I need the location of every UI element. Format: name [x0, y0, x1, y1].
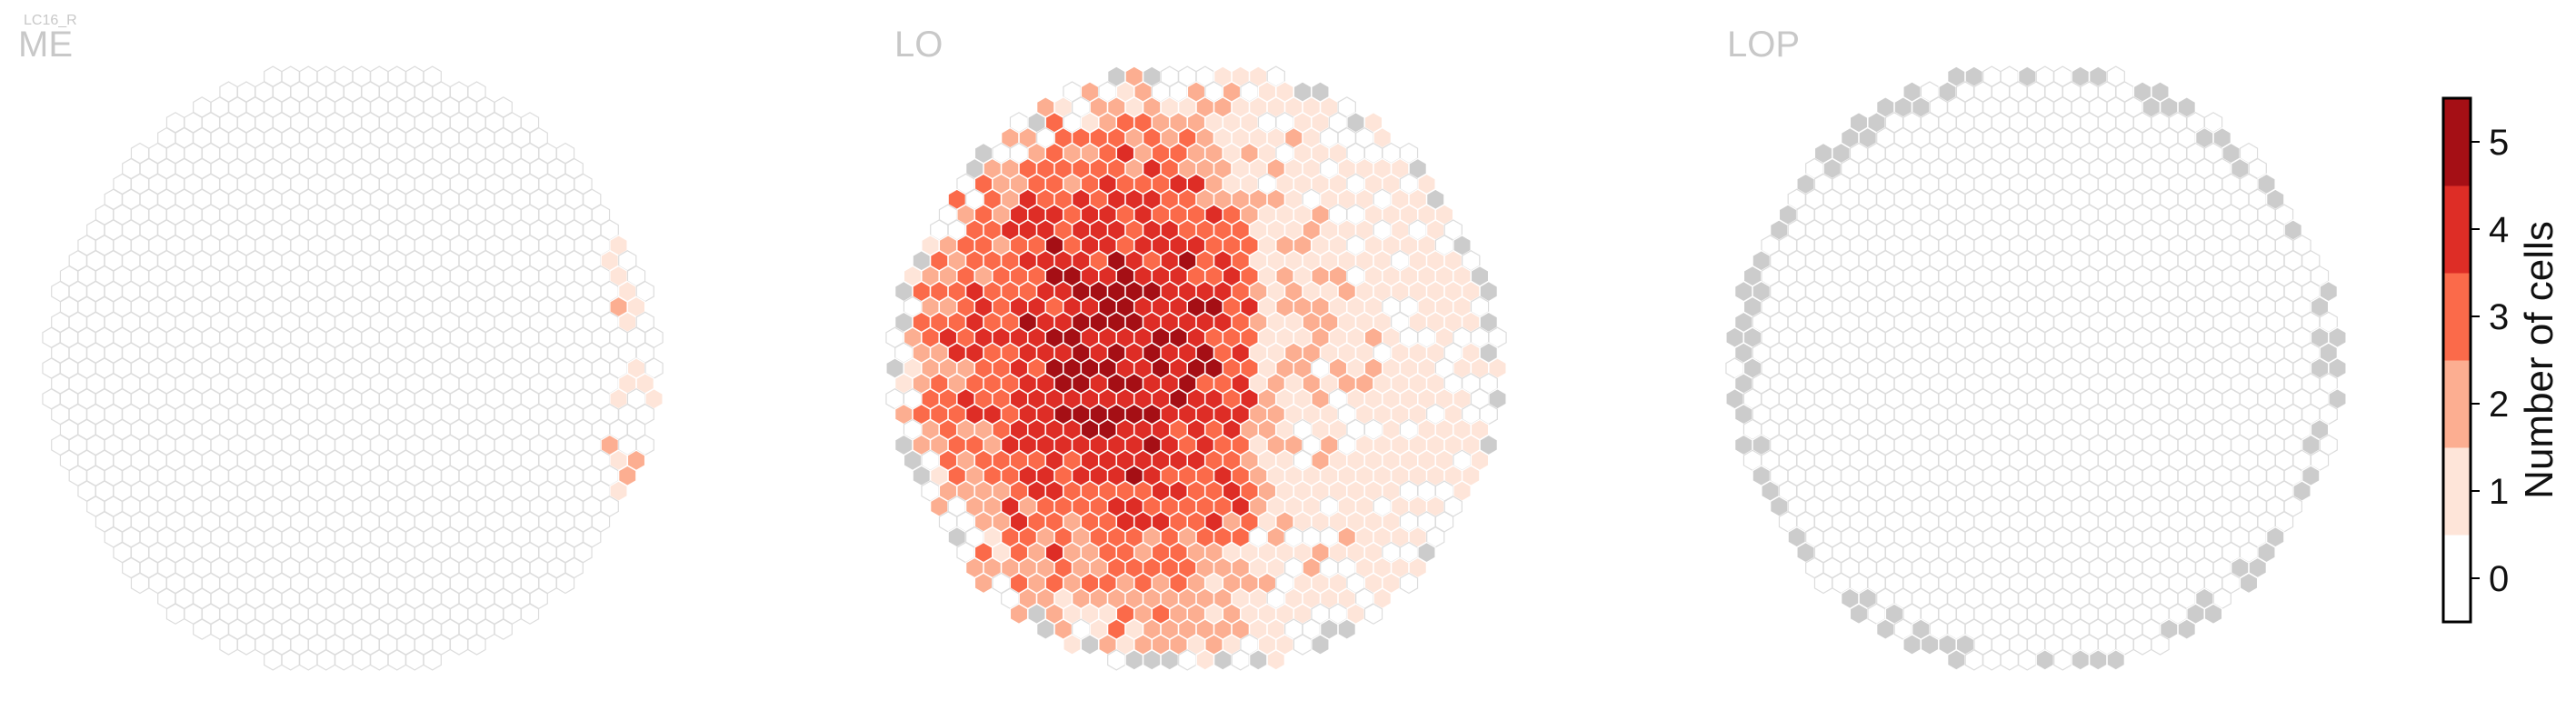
colorbar-title: Number of cells	[2517, 221, 2561, 499]
colorbar-tick-label: 0	[2489, 559, 2509, 599]
hex-cell	[520, 603, 540, 625]
hex-cell-boundary	[1143, 649, 1162, 671]
hex-cell	[467, 634, 486, 656]
colorbar-band	[2443, 360, 2471, 448]
hex-cell	[423, 649, 442, 671]
colorbar-tick-label: 2	[2489, 385, 2509, 425]
hex-cell	[1063, 634, 1082, 656]
colorbar-band	[2443, 535, 2471, 623]
colorbar-band	[2443, 273, 2471, 361]
hex-cell	[1964, 649, 1983, 671]
hex-cell	[2151, 634, 2170, 656]
hex-cell-boundary	[2071, 649, 2090, 671]
hex-cell	[1293, 634, 1313, 656]
hex-cell-boundary	[1876, 618, 1895, 640]
hex-heatmap-me	[42, 65, 664, 671]
colorbar-band	[2443, 185, 2471, 274]
hex-cell	[555, 572, 575, 595]
colorbar-tick-label: 1	[2489, 472, 2509, 512]
hex-cell	[1178, 649, 1197, 671]
hex-cell-boundary	[1337, 618, 1356, 640]
hex-cell	[281, 649, 300, 671]
hex-cell	[1813, 572, 1833, 595]
hex-cell-boundary	[1160, 649, 1179, 671]
hex-cell	[2132, 634, 2152, 656]
hex-cell-boundary	[1849, 603, 1869, 625]
colorbar-frame	[2441, 96, 2472, 624]
hex-cell	[1982, 649, 2002, 671]
hex-cell	[316, 649, 335, 671]
hex-cell	[387, 649, 406, 671]
hex-cell-boundary	[1311, 634, 1330, 656]
hex-cell	[352, 649, 371, 671]
hex-cell	[1266, 649, 1285, 671]
hex-cell	[449, 634, 469, 656]
hex-heatmap-lop	[1725, 65, 2347, 671]
hex-cell	[1363, 603, 1383, 625]
hex-cell-boundary	[1080, 634, 1100, 656]
hex-cell-boundary	[1249, 649, 1268, 671]
hex-cell-boundary	[2089, 649, 2108, 671]
hex-cell	[973, 572, 993, 595]
hex-cell	[1107, 649, 1126, 671]
hex-cell	[2053, 649, 2072, 671]
hex-cell	[219, 634, 238, 656]
hex-cell-boundary	[1920, 634, 1940, 656]
panel-title-lop: LOP	[1727, 25, 1800, 65]
hex-cell-boundary	[2203, 603, 2223, 625]
hex-cell	[236, 634, 256, 656]
colorbar-tick-label: 3	[2489, 297, 2509, 337]
cell-type-label: LC16_R	[24, 13, 77, 28]
hex-cell-boundary	[2035, 649, 2054, 671]
hex-cell	[1195, 649, 1214, 671]
hex-cell	[405, 649, 424, 671]
hex-cell	[165, 603, 185, 625]
hex-heatmap-lo	[885, 65, 1507, 671]
colorbar-tick-label: 4	[2489, 210, 2509, 250]
hex-cell	[1399, 572, 1419, 595]
hex-cell	[1231, 649, 1250, 671]
hex-cell-boundary	[1902, 634, 1922, 656]
hex-cell	[1009, 603, 1029, 625]
colorbar-bands	[2443, 98, 2471, 623]
hex-cell-boundary	[1947, 649, 1966, 671]
colorbar-band	[2443, 98, 2471, 186]
colorbar-tick-label: 5	[2489, 123, 2509, 163]
panel-title-me: ME	[18, 25, 73, 65]
hex-cell	[370, 649, 389, 671]
hex-cell-boundary	[2177, 618, 2196, 640]
hex-cell-boundary	[1124, 649, 1143, 671]
hex-cell	[130, 572, 150, 595]
hex-cell	[2000, 649, 2019, 671]
hex-cell	[2018, 649, 2037, 671]
colorbar-ticks: 0 1 2 3 4 5	[2471, 123, 2509, 599]
hex-cell-boundary	[2239, 572, 2259, 595]
colorbar-band	[2443, 447, 2471, 536]
hex-cell	[334, 649, 354, 671]
hex-cell	[264, 649, 283, 671]
hex-cell-boundary	[1213, 649, 1233, 671]
hex-cell	[494, 618, 513, 640]
hex-cell	[299, 649, 318, 671]
hex-cell-boundary	[2106, 649, 2125, 671]
panel-title-lo: LO	[894, 25, 943, 65]
hex-cell-boundary	[1036, 618, 1055, 640]
colorbar: 0 1 2 3 4 5 Number of cells	[2441, 96, 2561, 624]
hex-cell	[193, 618, 212, 640]
